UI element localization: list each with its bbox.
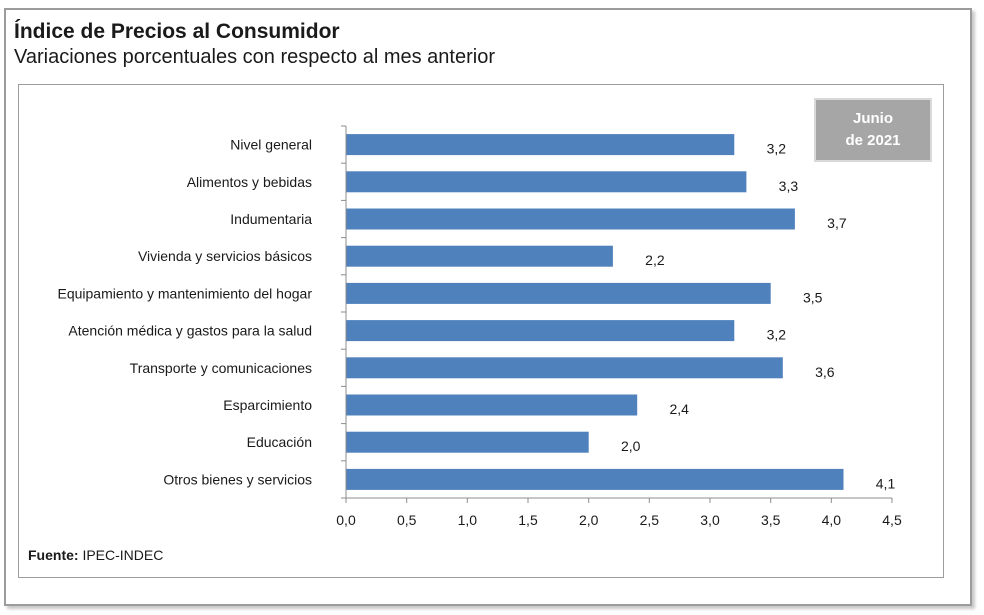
bar	[346, 431, 589, 453]
data-label: 3,2	[767, 141, 787, 157]
data-label: 3,2	[767, 327, 787, 343]
data-label: 2,0	[621, 438, 641, 454]
data-label: 2,4	[669, 401, 689, 417]
period-badge: Junio de 2021	[814, 98, 932, 162]
bar	[346, 208, 795, 230]
category-label: Otros bienes y servicios	[163, 471, 312, 487]
category-label: Educación	[247, 434, 312, 450]
x-tick-label: 0,0	[336, 512, 356, 528]
category-label: Atención médica y gastos para la salud	[68, 323, 312, 339]
category-label: Vivienda y servicios básicos	[138, 248, 312, 264]
category-label: Esparcimiento	[223, 397, 312, 413]
category-label: Alimentos y bebidas	[187, 174, 312, 190]
bar	[346, 171, 747, 193]
bar	[346, 468, 844, 490]
x-tick-label: 4,0	[822, 512, 842, 528]
category-label: Nivel general	[230, 137, 312, 153]
source-label: Fuente:	[28, 547, 79, 563]
source-note: Fuente: IPEC-INDEC	[28, 547, 163, 563]
period-badge-month: Junio	[853, 110, 893, 127]
category-label: Transporte y comunicaciones	[130, 360, 312, 376]
source-value: IPEC-INDEC	[82, 547, 164, 563]
category-label: Equipamiento y mantenimiento del hogar	[58, 285, 313, 301]
data-label: 3,3	[779, 178, 799, 194]
chart-title: Índice de Precios al Consumidor	[14, 20, 340, 43]
chart-subtitle: Variaciones porcentuales con respecto al…	[14, 46, 495, 68]
bar	[346, 320, 735, 342]
data-label: 3,7	[827, 215, 847, 231]
period-badge-year: de 2021	[845, 132, 901, 149]
x-tick-label: 3,0	[700, 512, 720, 528]
bar	[346, 357, 783, 379]
x-tick-label: 3,5	[761, 512, 781, 528]
x-tick-label: 1,5	[518, 512, 538, 528]
x-tick-label: 4,5	[882, 512, 902, 528]
x-tick-label: 0,5	[397, 512, 417, 528]
data-label: 3,6	[815, 364, 835, 380]
bar	[346, 394, 638, 416]
category-label: Indumentaria	[230, 211, 312, 227]
data-label: 3,5	[803, 289, 823, 305]
bar	[346, 282, 771, 304]
x-tick-label: 2,0	[579, 512, 599, 528]
bar	[346, 245, 613, 267]
bar	[346, 134, 735, 156]
data-label: 4,1	[876, 475, 896, 491]
x-tick-label: 1,0	[458, 512, 478, 528]
x-tick-label: 2,5	[640, 512, 660, 528]
data-label: 2,2	[645, 252, 665, 268]
